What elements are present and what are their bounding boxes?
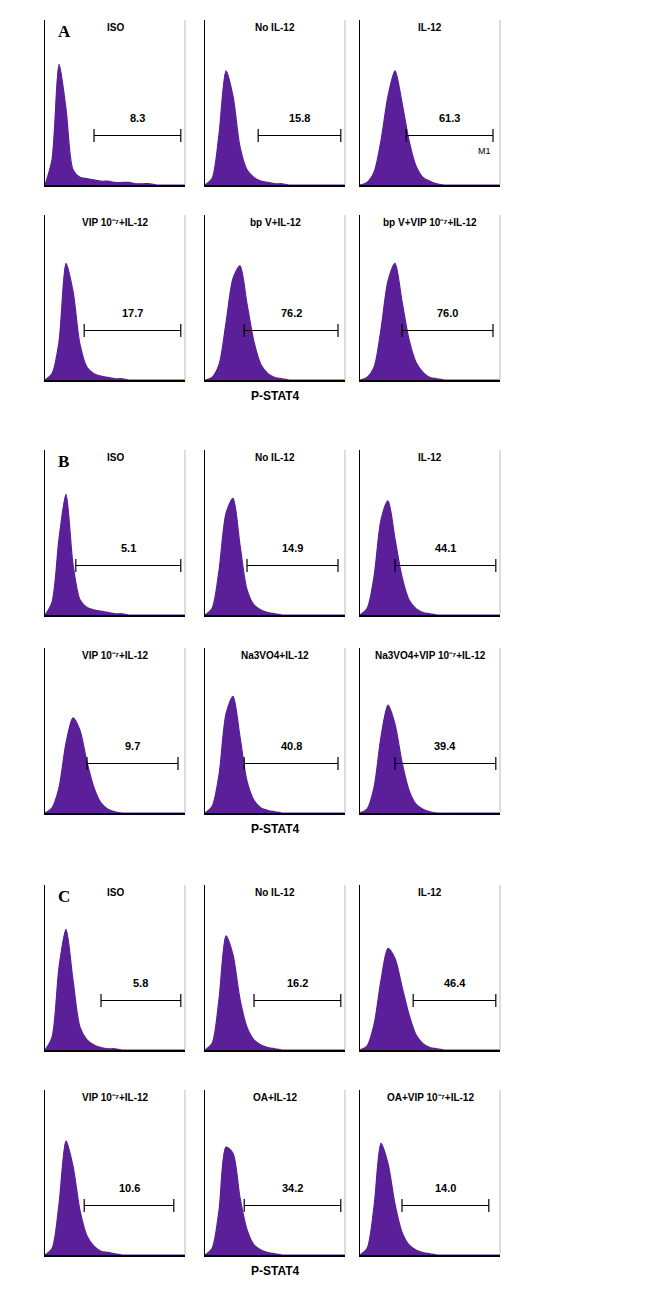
svg-text:B: B <box>58 452 69 471</box>
svg-text:5.1: 5.1 <box>121 542 136 554</box>
svg-text:ISO: ISO <box>107 22 124 33</box>
svg-text:No IL-12: No IL-12 <box>255 22 295 33</box>
svg-text:IL-12: IL-12 <box>418 887 442 898</box>
svg-text:M1: M1 <box>478 146 491 156</box>
svg-text:46.4: 46.4 <box>444 977 466 989</box>
svg-text:39.4: 39.4 <box>434 740 456 752</box>
svg-text:5.8: 5.8 <box>133 977 148 989</box>
svg-text:8.3: 8.3 <box>130 112 145 124</box>
svg-text:40.8: 40.8 <box>281 740 302 752</box>
svg-text:IL-12: IL-12 <box>418 452 442 463</box>
svg-text:VIP 10⁻⁷+IL-12: VIP 10⁻⁷+IL-12 <box>82 650 149 661</box>
svg-text:10.6: 10.6 <box>119 1182 140 1194</box>
svg-text:16.2: 16.2 <box>287 977 308 989</box>
svg-text:A: A <box>58 22 71 41</box>
svg-text:14.0: 14.0 <box>435 1182 456 1194</box>
svg-text:15.8: 15.8 <box>289 112 310 124</box>
svg-text:VIP 10⁻⁷+IL-12: VIP 10⁻⁷+IL-12 <box>82 217 149 228</box>
svg-text:IL-12: IL-12 <box>418 22 442 33</box>
svg-text:VIP 10⁻⁷+IL-12: VIP 10⁻⁷+IL-12 <box>82 1092 149 1103</box>
svg-text:P-STAT4: P-STAT4 <box>251 389 300 403</box>
svg-text:No IL-12: No IL-12 <box>255 887 295 898</box>
svg-text:17.7: 17.7 <box>122 307 143 319</box>
svg-text:OA+VIP 10⁻⁷+IL-12: OA+VIP 10⁻⁷+IL-12 <box>387 1092 474 1103</box>
svg-text:ISO: ISO <box>107 887 124 898</box>
svg-text:9.7: 9.7 <box>125 740 140 752</box>
svg-text:P-STAT4: P-STAT4 <box>251 1264 300 1278</box>
svg-text:No IL-12: No IL-12 <box>255 452 295 463</box>
svg-text:14.9: 14.9 <box>282 542 303 554</box>
svg-text:P-STAT4: P-STAT4 <box>251 822 300 836</box>
svg-text:Na3VO4+VIP 10⁻⁷+IL-12: Na3VO4+VIP 10⁻⁷+IL-12 <box>375 650 486 661</box>
svg-text:44.1: 44.1 <box>435 542 456 554</box>
svg-text:OA+IL-12: OA+IL-12 <box>253 1092 298 1103</box>
svg-text:76.0: 76.0 <box>437 307 458 319</box>
svg-text:34.2: 34.2 <box>282 1182 303 1194</box>
svg-text:bp V+VIP 10⁻⁷+IL-12: bp V+VIP 10⁻⁷+IL-12 <box>383 217 477 228</box>
svg-text:ISO: ISO <box>107 452 124 463</box>
svg-text:76.2: 76.2 <box>281 307 302 319</box>
svg-text:61.3: 61.3 <box>439 112 460 124</box>
svg-text:bp V+IL-12: bp V+IL-12 <box>250 217 301 228</box>
svg-text:Na3VO4+IL-12: Na3VO4+IL-12 <box>241 650 309 661</box>
svg-text:C: C <box>58 887 70 906</box>
